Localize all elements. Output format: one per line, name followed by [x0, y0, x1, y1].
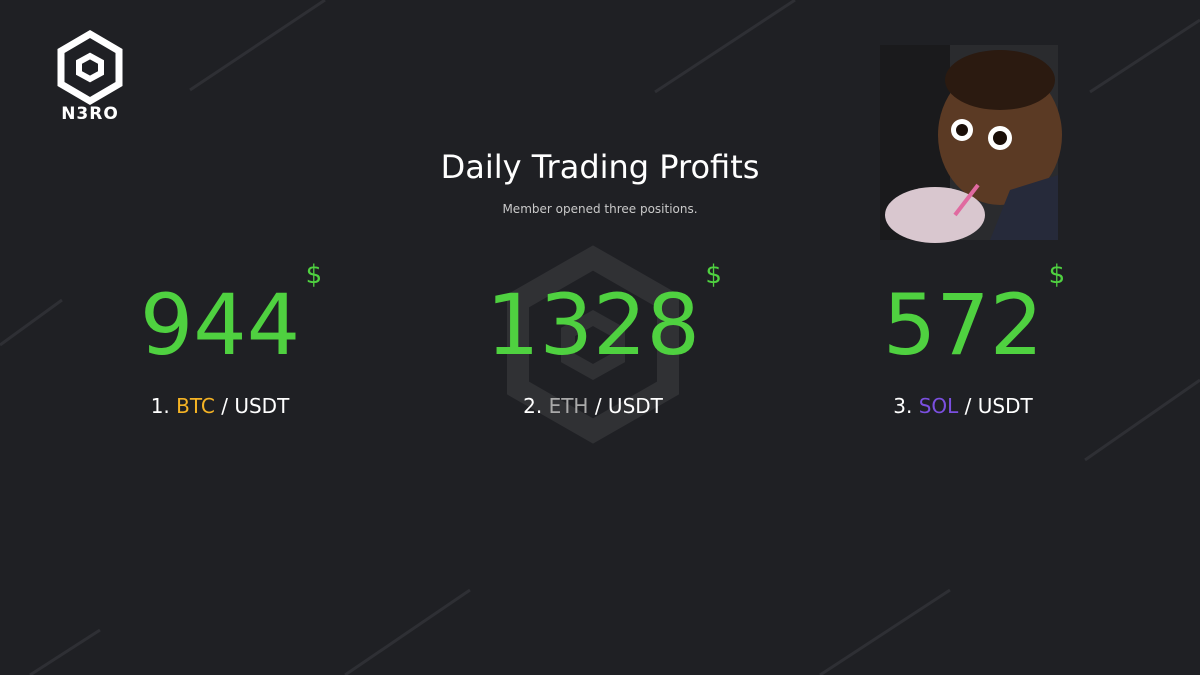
pair-label: 2. ETH / USDT — [413, 394, 773, 418]
pair-label: 3. SOL / USDT — [783, 394, 1143, 418]
logo-text: N3RO — [61, 104, 119, 124]
profit: 944 — [139, 276, 301, 374]
asset: BTC — [176, 394, 215, 418]
position: 1328 $2. ETH / USDT — [413, 260, 773, 418]
profit-wrap: 572 $ — [882, 260, 1065, 380]
currency: $ — [705, 260, 722, 290]
rank: 2. — [523, 394, 543, 418]
rank: 1. — [150, 394, 170, 418]
subtitle: Member opened three positions. — [502, 202, 698, 216]
quote: / USDT — [964, 394, 1033, 418]
asset: SOL — [918, 394, 959, 418]
currency: $ — [305, 260, 323, 290]
profit: 572 — [882, 276, 1044, 374]
position: 572 $3. SOL / USDT — [783, 260, 1143, 418]
quote: / USDT — [221, 394, 290, 418]
profit-wrap: 944 $ — [139, 260, 322, 380]
profit-wrap: 1328 $ — [486, 260, 722, 380]
photo — [880, 45, 1062, 243]
asset: ETH — [548, 394, 589, 418]
profit: 1328 — [486, 276, 700, 374]
pair-label: 1. BTC / USDT — [40, 394, 400, 418]
rank: 3. — [893, 394, 913, 418]
quote: / USDT — [594, 394, 663, 418]
title: Daily Trading Profits — [440, 148, 760, 186]
currency: $ — [1048, 260, 1066, 290]
position: 944 $1. BTC / USDT — [40, 260, 400, 418]
